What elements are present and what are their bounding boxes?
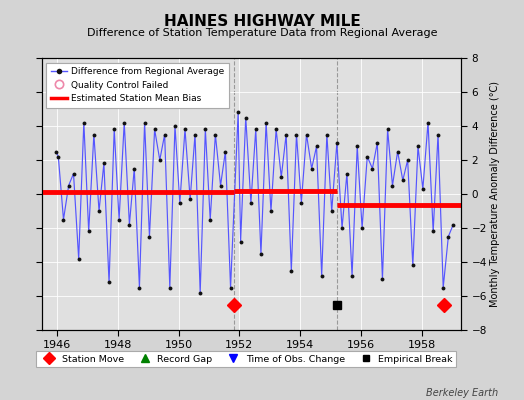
Text: Berkeley Earth: Berkeley Earth [425, 388, 498, 398]
Text: Difference of Station Temperature Data from Regional Average: Difference of Station Temperature Data f… [87, 28, 437, 38]
Legend: Station Move, Record Gap, Time of Obs. Change, Empirical Break: Station Move, Record Gap, Time of Obs. C… [36, 351, 456, 367]
Legend: Difference from Regional Average, Quality Control Failed, Estimated Station Mean: Difference from Regional Average, Qualit… [47, 62, 228, 108]
Text: HAINES HIGHWAY MILE: HAINES HIGHWAY MILE [163, 14, 361, 29]
Y-axis label: Monthly Temperature Anomaly Difference (°C): Monthly Temperature Anomaly Difference (… [490, 81, 500, 307]
